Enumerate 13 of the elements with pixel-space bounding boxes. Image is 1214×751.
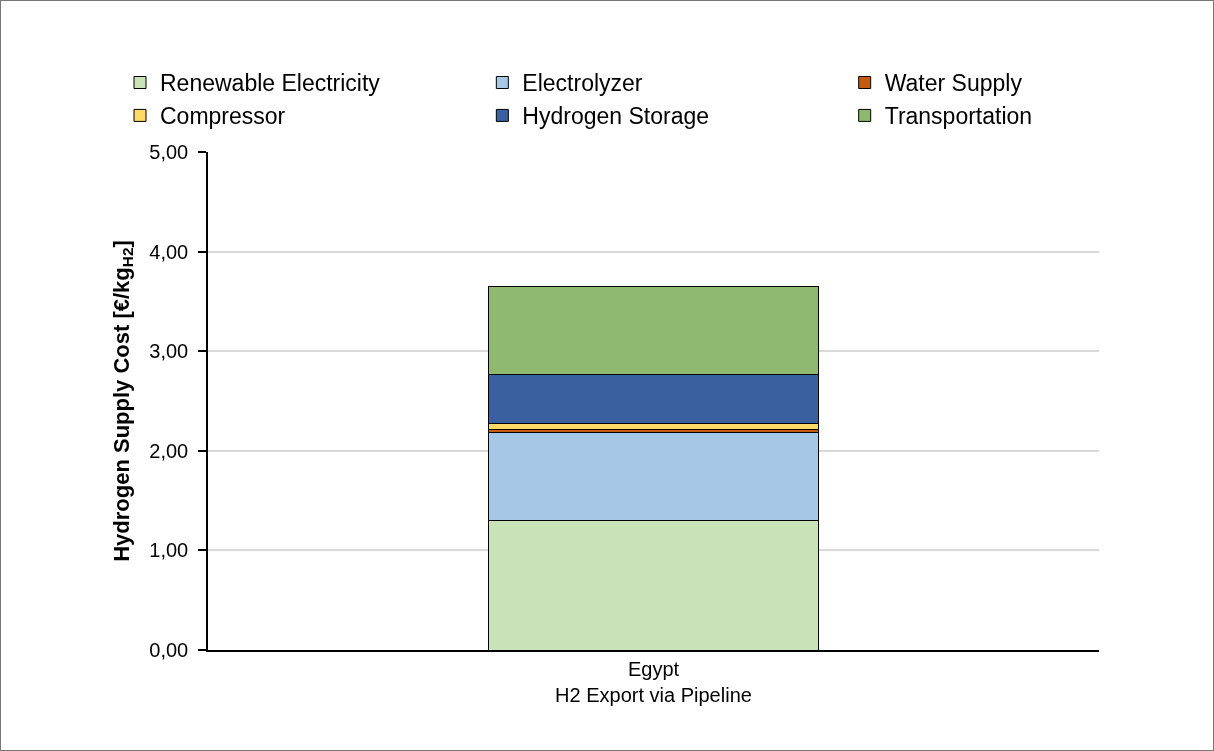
legend-label: Transportation <box>884 103 1033 130</box>
y-tick-label: 1,00 <box>149 539 189 562</box>
legend-label: Hydrogen Storage <box>522 103 710 130</box>
legend-label: Renewable Electricity <box>160 70 381 97</box>
y-tick-label: 3,00 <box>149 340 189 363</box>
legend-label: Water Supply <box>884 70 1023 97</box>
y-tick-label: 4,00 <box>149 240 189 263</box>
y-tick-label: 0,00 <box>149 639 189 661</box>
y-tick-label: 2,00 <box>149 439 189 462</box>
y-tick-label: 5,00 <box>149 141 189 163</box>
legend-label: Electrolyzer <box>522 70 643 97</box>
legend-label: Compressor <box>160 103 286 130</box>
x-tick-label: Egypt H2 Export via Pipeline <box>555 657 752 706</box>
